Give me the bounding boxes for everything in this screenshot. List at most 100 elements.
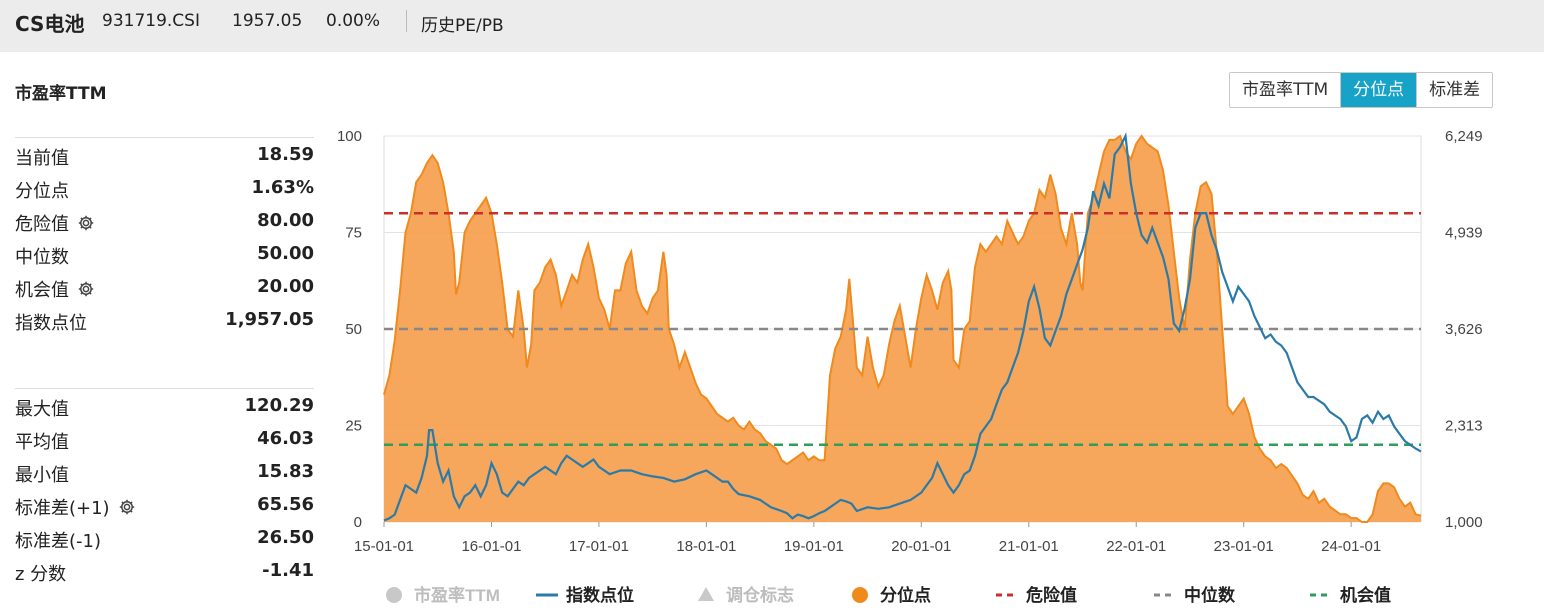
stat-label-text: 标准差(+1) <box>15 498 110 519</box>
legend-circle-icon <box>386 587 402 603</box>
y-right-tick-label: 3,626 <box>1445 321 1483 338</box>
index-change: 0.00% <box>326 11 381 31</box>
metric-tabs: 市盈率TTM 分位点 标准差 <box>1229 72 1494 108</box>
legend-label: 中位数 <box>1184 585 1236 605</box>
stat-value: -1.41 <box>262 560 314 581</box>
y-right-tick-label: 4,939 <box>1445 224 1483 241</box>
stat-value: 1.63% <box>251 177 314 198</box>
legend-triangle-icon <box>698 587 714 601</box>
stat-row: 中位数 50.00 <box>15 238 314 271</box>
tab-std-dev[interactable]: 标准差 <box>1417 73 1493 107</box>
stat-row: 机会值 20.00 <box>15 271 314 304</box>
divider <box>15 388 314 389</box>
stat-label-text: 当前值 <box>15 148 69 169</box>
history-pe-pb-link[interactable]: 历史PE/PB <box>421 16 504 36</box>
stat-label: 中位数 <box>15 243 69 269</box>
gear-icon[interactable] <box>118 498 136 521</box>
y-right-tick-label: 6,249 <box>1445 128 1483 145</box>
stat-value: 20.00 <box>257 276 314 297</box>
y-left-tick-label: 0 <box>354 514 362 531</box>
percentile-chart: 100 75 50 25 0 6,249 4,939 3,626 2,313 1,000 15-01… <box>337 128 1483 605</box>
stat-label: 最小值 <box>15 461 69 487</box>
index-line <box>383 132 1422 522</box>
legend-label: 机会值 <box>1340 585 1391 605</box>
stat-label: 指数点位 <box>15 309 87 335</box>
header-bar: CS电池 931719.CSI 1957.05 0.00% 历史PE/PB <box>0 0 1544 52</box>
x-tick-label: 23-01-01 <box>1214 538 1274 555</box>
y-left-tick-label: 25 <box>345 418 362 435</box>
stat-row: 危险值 80.00 <box>15 205 314 238</box>
stat-row: 最大值 120.29 <box>15 390 314 423</box>
legend-item-5[interactable]: 中位数 <box>1154 585 1236 605</box>
legend-label: 危险值 <box>1025 585 1077 605</box>
stat-label-text: 最小值 <box>15 465 69 486</box>
legend-item-6[interactable]: 机会值 <box>1310 585 1391 605</box>
percentile-line <box>383 134 1422 523</box>
gear-icon[interactable] <box>77 280 95 303</box>
stat-label: 标准差(-1) <box>15 527 101 553</box>
stat-row: 平均值 46.03 <box>15 423 314 456</box>
legend-label: 指数点位 <box>566 585 634 605</box>
x-tick-label: 15-01-01 <box>354 538 414 555</box>
index-name: CS电池 <box>15 12 85 36</box>
stat-label-text: z 分数 <box>15 564 67 585</box>
stat-label-text: 指数点位 <box>15 313 87 334</box>
header-separator <box>406 10 407 32</box>
section-title: 市盈率TTM <box>15 84 107 104</box>
x-tick-label: 20-01-01 <box>891 538 951 555</box>
stat-label: 当前值 <box>15 144 69 170</box>
stat-value: 65.56 <box>257 494 314 515</box>
stat-row: 标准差(-1) 26.50 <box>15 522 314 555</box>
stat-value: 46.03 <box>257 428 314 449</box>
tab-pe-ttm[interactable]: 市盈率TTM <box>1230 73 1342 107</box>
legend-circle-icon <box>852 587 868 603</box>
stat-label-text: 分位点 <box>15 181 69 202</box>
stat-value: 26.50 <box>257 527 314 548</box>
x-tick-label: 16-01-01 <box>461 538 521 555</box>
x-tick-label: 18-01-01 <box>676 538 736 555</box>
gear-icon[interactable] <box>77 214 95 237</box>
stat-value: 15.83 <box>257 461 314 482</box>
x-tick-label: 19-01-01 <box>784 538 844 555</box>
stat-row: 当前值 18.59 <box>15 139 314 172</box>
x-tick-label: 22-01-01 <box>1106 538 1166 555</box>
stat-label: 分位点 <box>15 177 69 203</box>
stat-value: 120.29 <box>244 395 314 416</box>
stat-label-text: 机会值 <box>15 280 69 301</box>
stat-label-text: 中位数 <box>15 247 69 268</box>
stat-label-text: 标准差(-1) <box>15 531 101 552</box>
stat-label: 最大值 <box>15 395 69 421</box>
y-right-tick-label: 2,313 <box>1445 417 1483 434</box>
stat-label-text: 危险值 <box>15 214 69 235</box>
stat-label: 标准差(+1) <box>15 494 136 521</box>
stat-value: 50.00 <box>257 243 314 264</box>
index-price: 1957.05 <box>232 11 303 31</box>
stat-label-text: 平均值 <box>15 432 69 453</box>
stat-value: 18.59 <box>257 144 314 165</box>
legend-item-0[interactable]: 市盈率TTM <box>386 585 500 605</box>
legend-item-3[interactable]: 分位点 <box>852 585 931 605</box>
stat-row: 分位点 1.63% <box>15 172 314 205</box>
stat-row: 指数点位 1,957.05 <box>15 304 314 337</box>
y-left-tick-label: 75 <box>345 225 362 242</box>
stat-row: z 分数 -1.41 <box>15 555 314 588</box>
index-code: 931719.CSI <box>102 11 200 31</box>
y-left-tick-label: 100 <box>337 128 362 145</box>
legend-item-2[interactable]: 调仓标志 <box>698 585 794 605</box>
tab-percentile[interactable]: 分位点 <box>1341 73 1418 107</box>
y-right-tick-label: 1,000 <box>1445 514 1483 531</box>
y-left-tick-label: 50 <box>345 321 362 338</box>
legend-label: 市盈率TTM <box>414 585 500 605</box>
stat-row: 标准差(+1) 65.56 <box>15 489 314 522</box>
x-tick-label: 24-01-01 <box>1321 538 1381 555</box>
divider <box>15 137 314 138</box>
stat-label-text: 最大值 <box>15 399 69 420</box>
stat-label: 危险值 <box>15 210 95 237</box>
legend-label: 调仓标志 <box>726 585 794 605</box>
legend-item-4[interactable]: 危险值 <box>996 585 1077 605</box>
legend-label: 分位点 <box>880 585 931 605</box>
legend-item-1[interactable]: 指数点位 <box>536 585 634 605</box>
x-tick-label: 17-01-01 <box>569 538 629 555</box>
stat-value: 1,957.05 <box>225 309 314 330</box>
x-tick-label: 21-01-01 <box>999 538 1059 555</box>
